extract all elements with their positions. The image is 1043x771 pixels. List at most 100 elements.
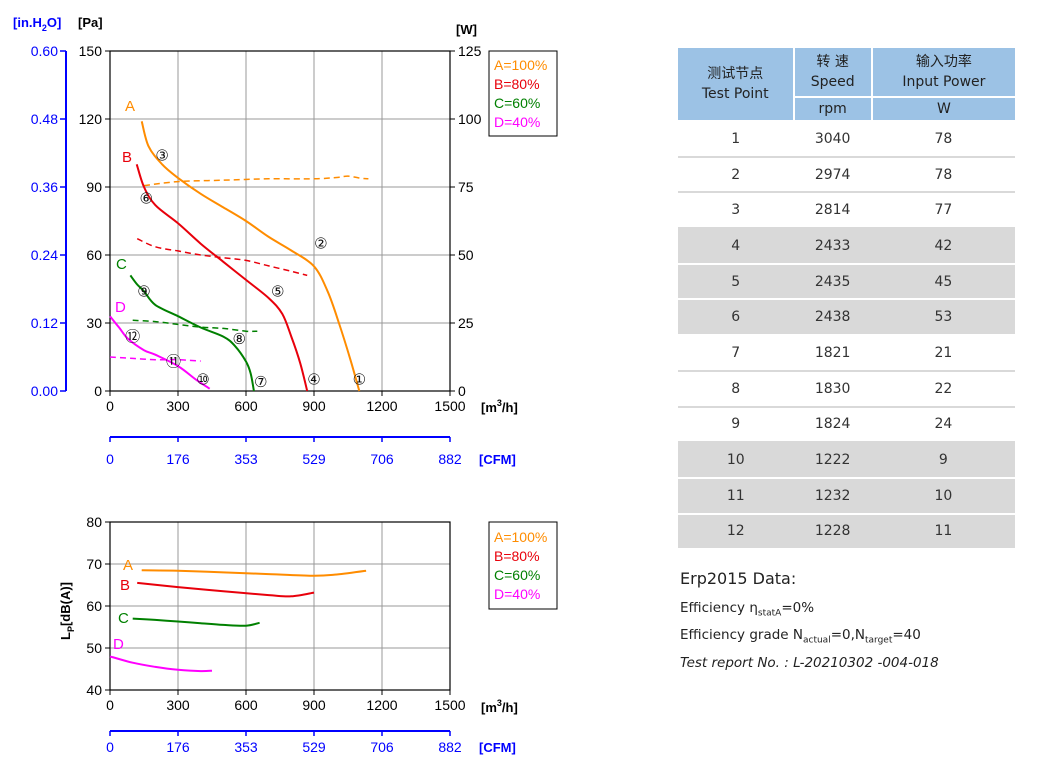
cell-test-point: 9 [678,406,794,444]
noise-ticks: 0 300 600 900 1200 1500 0 176 353 529 706 882 40 50 60… [86,514,465,755]
table-row: 10 1222 9 [678,442,1015,479]
cell-power: 22 [871,370,1015,408]
power-curve-d [109,356,201,362]
cell-test-point: 8 [678,370,794,408]
noise-curve-b [137,581,315,598]
noise-x-unit-m3h: [m3/h] [481,698,518,715]
noise-y-tick-label: 70 [86,556,102,572]
w-tick-label: 100 [458,111,482,127]
curve-label-b: B [122,149,132,166]
noise-cfm-tick-label: 176 [166,739,190,755]
noise-x-tick-label: 0 [106,697,114,713]
cell-power: 77 [871,192,1015,230]
noise-curve-c [132,617,260,627]
cfm-tick-label: 0 [106,451,114,467]
table-row: 8 1830 22 [678,370,1015,408]
noise-legend-box [488,521,558,610]
legend-b: B=80% [494,76,540,92]
cell-test-point: 2 [678,156,794,194]
cell-speed: 1821 [793,335,872,372]
cell-speed: 1232 [793,477,872,515]
performance-legend: A=100% B=80% C=60% D=40% [488,50,558,137]
table-row: 4 2433 42 [678,228,1015,265]
cell-power: 10 [871,477,1015,515]
noise-y-tick-label: 50 [86,640,102,656]
noise-legend-b: B=80% [494,548,540,564]
noise-cfm-tick-label: 706 [370,739,394,755]
x-tick-label: 900 [302,398,326,414]
noise-y-label: LP[dB(A)] [58,582,76,640]
pressure-curve-d [109,315,211,390]
cell-speed: 1222 [793,442,872,479]
header-speed-unit: rpm [793,97,873,122]
cell-power: 21 [871,335,1015,372]
pa-tick-label: 150 [79,43,103,59]
noise-curve-label-d: D [113,636,124,653]
pa-tick-label: 60 [86,247,102,263]
cell-speed: 2974 [793,156,872,194]
erp-report-number: Test report No. : L-20210302 -004-018 [680,655,939,671]
cfm-tick-label: 882 [438,451,462,467]
curve-label-d: D [115,299,126,316]
inh2o-tick-label: 0.60 [31,43,58,59]
cfm-tick-label: 706 [370,451,394,467]
erp-grade: Efficiency grade Nactual=0,Ntarget=40 [680,627,921,646]
performance-curves [109,121,369,392]
legend-a: A=100% [494,57,547,73]
x-unit-cfm: [CFM] [479,452,516,467]
header-test-point-en: Test Point [701,86,769,102]
header-test-point-cn: 测试节点 [707,66,764,82]
cell-speed: 2435 [793,263,872,301]
table-row: 6 2438 53 [678,299,1015,337]
test-point-9: ⑨ [137,282,150,300]
cell-speed: 2438 [793,299,872,337]
x-unit-m3h: [m3/h] [481,398,518,415]
w-tick-label: 125 [458,43,482,59]
cell-test-point: 11 [678,477,794,515]
pa-tick-label: 0 [94,383,102,399]
table-row: 2 2974 78 [678,156,1015,194]
cell-power: 78 [871,156,1015,194]
cell-test-point: 7 [678,335,794,372]
pressure-curve-c [129,274,255,392]
cell-speed: 1824 [793,406,872,444]
pressure-curve-a [140,121,361,392]
noise-x-unit-cfm: [CFM] [479,740,516,755]
erp-efficiency-value: =0% [781,600,815,616]
test-point-1: ① [353,371,366,389]
header-power: 输入功率 Input Power [871,48,1015,98]
noise-curve-label-c: C [118,610,129,627]
y-unit-pa: [Pa] [78,15,103,30]
table-row: 3 2814 77 [678,192,1015,230]
cell-speed: 2433 [793,228,872,265]
cell-test-point: 12 [678,513,794,551]
cell-test-point: 5 [678,263,794,301]
test-point-4: ④ [307,371,320,389]
table-body: 1 3040 78 2 2974 78 3 2814 77 4 2433 42 5 2435 45 6 2438… [678,121,1015,551]
legend-box [488,50,558,137]
noise-legend: A=100% B=80% C=60% D=40% [488,521,558,610]
noise-x-tick-label: 600 [234,697,258,713]
noise-x-tick-label: 300 [166,697,190,713]
legend-d: D=40% [494,114,540,130]
x-tick-label: 1500 [434,398,465,414]
cell-speed: 3040 [793,121,872,158]
performance-plot-frame [109,50,451,392]
noise-legend-c: C=60% [494,567,540,583]
x-tick-label: 300 [166,398,190,414]
pa-tick-label: 120 [79,111,103,127]
noise-curve-a [141,569,367,577]
cell-power: 24 [871,406,1015,444]
noise-y-tick-label: 60 [86,598,102,614]
power-curve-c [132,319,258,333]
erp-efficiency-prefix: Efficiency η [680,600,758,616]
erp-grade-sub-target: target [865,635,893,646]
cell-power: 78 [871,121,1015,158]
noise-x-tick-label: 1200 [366,697,397,713]
test-point-table: 测试节点 Test Point 转 速 Speed 输入功率 Input Pow… [678,48,1015,551]
w-tick-label: 0 [458,383,466,399]
cell-power: 45 [871,263,1015,301]
erp-grade-sub-actual: actual [802,635,831,646]
erp-grade-prefix: Efficiency grade N [680,627,803,643]
